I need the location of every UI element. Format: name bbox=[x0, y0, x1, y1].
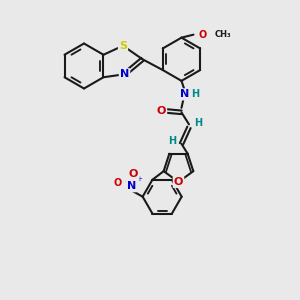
Text: O: O bbox=[129, 169, 138, 179]
Text: O: O bbox=[113, 178, 121, 188]
Text: N: N bbox=[127, 181, 136, 191]
Text: H: H bbox=[168, 136, 176, 146]
Text: N: N bbox=[180, 89, 189, 99]
Text: H: H bbox=[194, 118, 202, 128]
Text: ⁻: ⁻ bbox=[124, 178, 129, 187]
Text: O: O bbox=[174, 177, 183, 187]
Text: S: S bbox=[119, 41, 127, 51]
Text: O: O bbox=[157, 106, 166, 116]
Text: CH₃: CH₃ bbox=[214, 30, 231, 39]
Text: +: + bbox=[136, 176, 142, 182]
Text: O: O bbox=[198, 30, 207, 40]
Text: N: N bbox=[120, 69, 129, 79]
Text: H: H bbox=[191, 89, 199, 99]
